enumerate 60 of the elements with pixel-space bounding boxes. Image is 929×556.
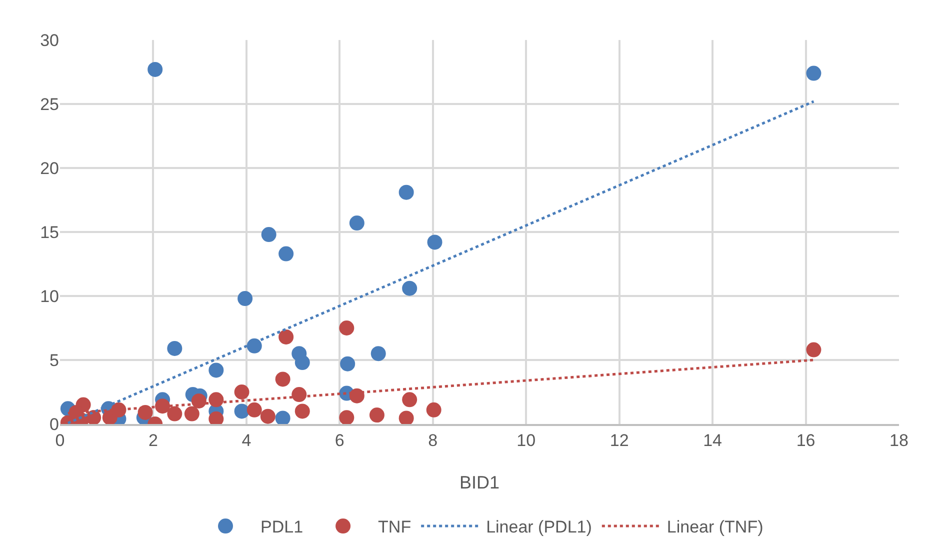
- point: [806, 66, 822, 81]
- point: [339, 410, 354, 424]
- x-tick-label: 12: [610, 431, 629, 450]
- point: [370, 346, 386, 362]
- x-tick-label: 18: [890, 431, 908, 450]
- legend-label: Linear (PDL1): [486, 518, 592, 537]
- point: [398, 410, 414, 424]
- x-tick-label: 2: [148, 431, 158, 450]
- legend-label: TNF: [378, 518, 412, 537]
- point: [349, 216, 364, 231]
- point: [86, 410, 102, 424]
- point: [294, 355, 310, 370]
- point: [294, 404, 310, 419]
- point: [260, 408, 276, 424]
- point: [275, 372, 290, 387]
- point: [349, 388, 364, 404]
- point: [427, 234, 442, 250]
- point: [238, 291, 253, 306]
- point: [402, 280, 418, 296]
- point: [261, 227, 276, 242]
- x-tick-label: 8: [428, 431, 438, 450]
- point: [369, 408, 384, 423]
- point: [339, 320, 354, 336]
- point: [184, 406, 200, 422]
- point: [275, 410, 290, 424]
- point: [148, 62, 163, 77]
- x-axis-title: BID1: [459, 472, 500, 492]
- point: [292, 387, 307, 402]
- point: [208, 392, 224, 408]
- point: [234, 404, 250, 419]
- point: [191, 393, 206, 408]
- point: [340, 356, 356, 372]
- legend-label: PDL1: [260, 518, 304, 537]
- point: [167, 340, 182, 356]
- point: [278, 246, 294, 262]
- x-tick-label: 10: [516, 431, 536, 450]
- y-tick-label: 30: [40, 30, 59, 50]
- legend-label: Linear (TNF): [666, 518, 764, 537]
- point: [138, 404, 153, 420]
- point: [426, 402, 442, 418]
- point: [278, 329, 294, 344]
- point: [246, 402, 262, 418]
- point: [155, 398, 170, 414]
- y-tick-label: 20: [40, 158, 59, 178]
- point: [208, 362, 224, 378]
- y-tick-label: 0: [50, 414, 59, 434]
- point: [167, 406, 182, 422]
- y-tick-label: 10: [40, 286, 59, 306]
- point: [806, 342, 822, 358]
- x-tick-label: 6: [334, 431, 344, 450]
- point: [398, 184, 414, 200]
- y-tick-label: 15: [40, 222, 59, 242]
- point: [246, 338, 262, 354]
- x-tick-label: 16: [796, 431, 816, 450]
- x-tick-label: 14: [703, 431, 722, 450]
- point: [234, 384, 250, 400]
- x-tick-label: 4: [242, 431, 252, 450]
- y-tick-label: 25: [40, 94, 59, 114]
- point: [402, 392, 418, 408]
- y-tick-label: 5: [50, 350, 59, 370]
